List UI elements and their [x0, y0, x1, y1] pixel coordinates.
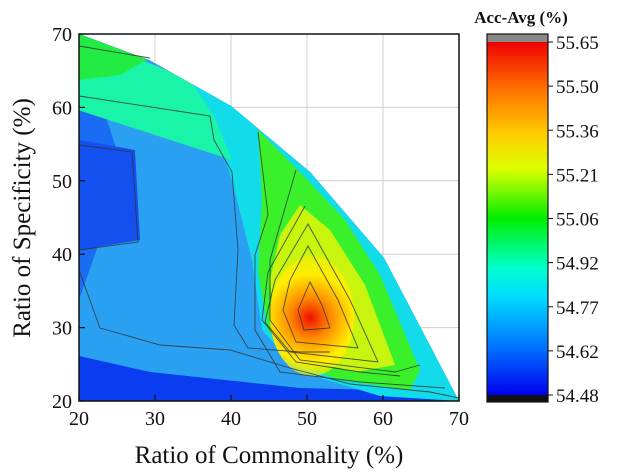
contour-line — [78, 269, 460, 399]
colorbar-label: 54.62 — [556, 342, 599, 363]
colorbar-label: 55.50 — [556, 77, 599, 98]
contour-line — [254, 131, 446, 389]
colorbar-label: 55.36 — [556, 121, 599, 142]
contour-line — [264, 223, 379, 363]
x-tick-label: 50 — [297, 408, 317, 430]
contour-line — [282, 245, 359, 349]
colorbar-over-cap — [487, 34, 548, 42]
x-axis-title: Ratio of Commonality (%) — [135, 442, 404, 469]
x-tick-label: 30 — [145, 408, 165, 430]
colorbar-gradient — [487, 42, 548, 395]
y-axis-title: Ratio of Specificity (%) — [9, 98, 36, 338]
y-axis: 20 30 40 50 60 70 — [52, 24, 85, 413]
x-tick-label: 20 — [69, 408, 89, 430]
x-axis: 20 30 40 50 60 70 — [69, 395, 469, 430]
contour-line — [269, 169, 421, 373]
y-tick-label: 30 — [52, 318, 72, 340]
colorbar-label: 55.21 — [556, 165, 599, 186]
colorbar-label: 54.77 — [556, 298, 599, 319]
contour-line — [78, 45, 151, 59]
y-tick-label: 60 — [52, 97, 72, 119]
colorbar-under-cap — [487, 395, 548, 402]
contour-line — [261, 205, 401, 377]
band-green — [79, 34, 150, 80]
x-tick-label: 60 — [373, 408, 393, 430]
band-deep-left — [79, 140, 140, 250]
contour-line — [78, 95, 330, 353]
y-tick-label: 70 — [52, 24, 72, 46]
x-tick-label: 40 — [221, 408, 241, 430]
plot-frame — [78, 33, 460, 402]
colorbar-title: Acc-Avg (%) — [474, 8, 568, 27]
contour-line — [78, 144, 139, 251]
y-tick-label: 50 — [52, 171, 72, 193]
x-tick-label: 70 — [449, 408, 469, 430]
colorbar-label: 55.06 — [556, 210, 599, 231]
contour-line — [297, 280, 331, 331]
contour-lines — [78, 45, 460, 399]
y-tick-label: 40 — [52, 244, 72, 266]
colorbar-label: 55.65 — [556, 33, 599, 54]
colorbar-labels: 55.65 55.50 55.36 55.21 55.06 54.92 54.77 54.62… — [548, 33, 599, 407]
colorbar-label: 54.92 — [556, 254, 599, 275]
colorbar: Acc-Avg (%) 55.65 55.50 55.36 55.21 55.06 54.… — [474, 8, 599, 407]
colorbar-label: 54.48 — [556, 386, 599, 407]
y-tick-label: 20 — [52, 391, 72, 413]
